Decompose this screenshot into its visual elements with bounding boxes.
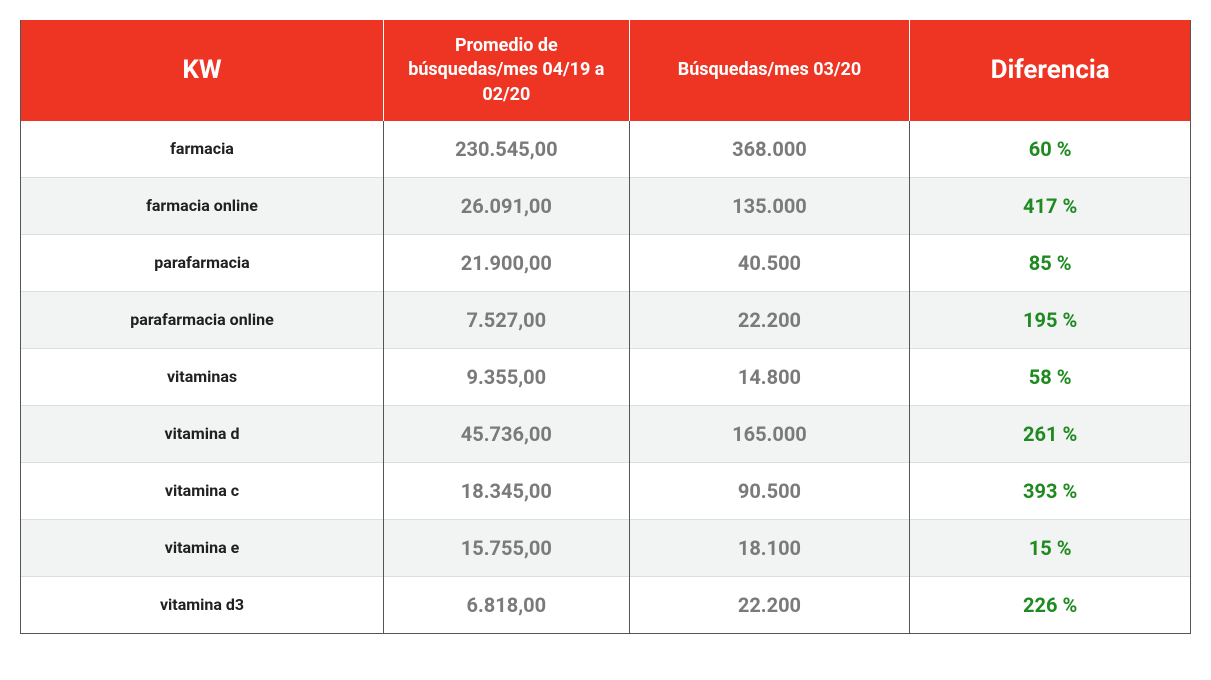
- cell-diff: 60 %: [910, 121, 1191, 178]
- cell-diff: 417 %: [910, 177, 1191, 234]
- cell-avg: 9.355,00: [384, 348, 630, 405]
- cell-avg: 45.736,00: [384, 405, 630, 462]
- cell-mar20: 135.000: [629, 177, 910, 234]
- cell-kw: vitamina c: [21, 462, 384, 519]
- cell-kw: vitamina d3: [21, 576, 384, 633]
- cell-kw: vitamina e: [21, 519, 384, 576]
- table-row: farmacia online26.091,00135.000417 %: [21, 177, 1191, 234]
- cell-kw: farmacia online: [21, 177, 384, 234]
- cell-diff: 226 %: [910, 576, 1191, 633]
- cell-mar20: 18.100: [629, 519, 910, 576]
- cell-avg: 6.818,00: [384, 576, 630, 633]
- col-header-diff: Diferencia: [910, 20, 1191, 121]
- cell-mar20: 368.000: [629, 121, 910, 178]
- kw-table: KW Promedio de búsquedas/mes 04/19 a 02/…: [21, 20, 1191, 633]
- cell-kw: parafarmacia: [21, 234, 384, 291]
- table-row: vitamina d45.736,00165.000261 %: [21, 405, 1191, 462]
- cell-diff: 195 %: [910, 291, 1191, 348]
- col-header-kw: KW: [21, 20, 384, 121]
- cell-diff: 85 %: [910, 234, 1191, 291]
- table-row: parafarmacia21.900,0040.50085 %: [21, 234, 1191, 291]
- col-header-mar20: Búsquedas/mes 03/20: [629, 20, 910, 121]
- table-row: vitamina e15.755,0018.10015 %: [21, 519, 1191, 576]
- col-header-avg: Promedio de búsquedas/mes 04/19 a 02/20: [384, 20, 630, 121]
- table-row: farmacia230.545,00368.00060 %: [21, 121, 1191, 178]
- cell-kw: vitamina d: [21, 405, 384, 462]
- cell-mar20: 40.500: [629, 234, 910, 291]
- cell-mar20: 22.200: [629, 576, 910, 633]
- cell-diff: 393 %: [910, 462, 1191, 519]
- cell-mar20: 165.000: [629, 405, 910, 462]
- cell-kw: vitaminas: [21, 348, 384, 405]
- table-row: vitaminas9.355,0014.80058 %: [21, 348, 1191, 405]
- cell-diff: 15 %: [910, 519, 1191, 576]
- kw-table-container: KW Promedio de búsquedas/mes 04/19 a 02/…: [20, 20, 1191, 634]
- cell-mar20: 90.500: [629, 462, 910, 519]
- cell-avg: 230.545,00: [384, 121, 630, 178]
- cell-kw: parafarmacia online: [21, 291, 384, 348]
- cell-avg: 21.900,00: [384, 234, 630, 291]
- cell-avg: 15.755,00: [384, 519, 630, 576]
- table-row: parafarmacia online7.527,0022.200195 %: [21, 291, 1191, 348]
- cell-avg: 7.527,00: [384, 291, 630, 348]
- cell-mar20: 22.200: [629, 291, 910, 348]
- cell-avg: 18.345,00: [384, 462, 630, 519]
- cell-avg: 26.091,00: [384, 177, 630, 234]
- cell-diff: 58 %: [910, 348, 1191, 405]
- cell-kw: farmacia: [21, 121, 384, 178]
- cell-diff: 261 %: [910, 405, 1191, 462]
- table-body: farmacia230.545,00368.00060 %farmacia on…: [21, 121, 1191, 633]
- table-header-row: KW Promedio de búsquedas/mes 04/19 a 02/…: [21, 20, 1191, 121]
- cell-mar20: 14.800: [629, 348, 910, 405]
- table-row: vitamina d36.818,0022.200226 %: [21, 576, 1191, 633]
- table-row: vitamina c18.345,0090.500393 %: [21, 462, 1191, 519]
